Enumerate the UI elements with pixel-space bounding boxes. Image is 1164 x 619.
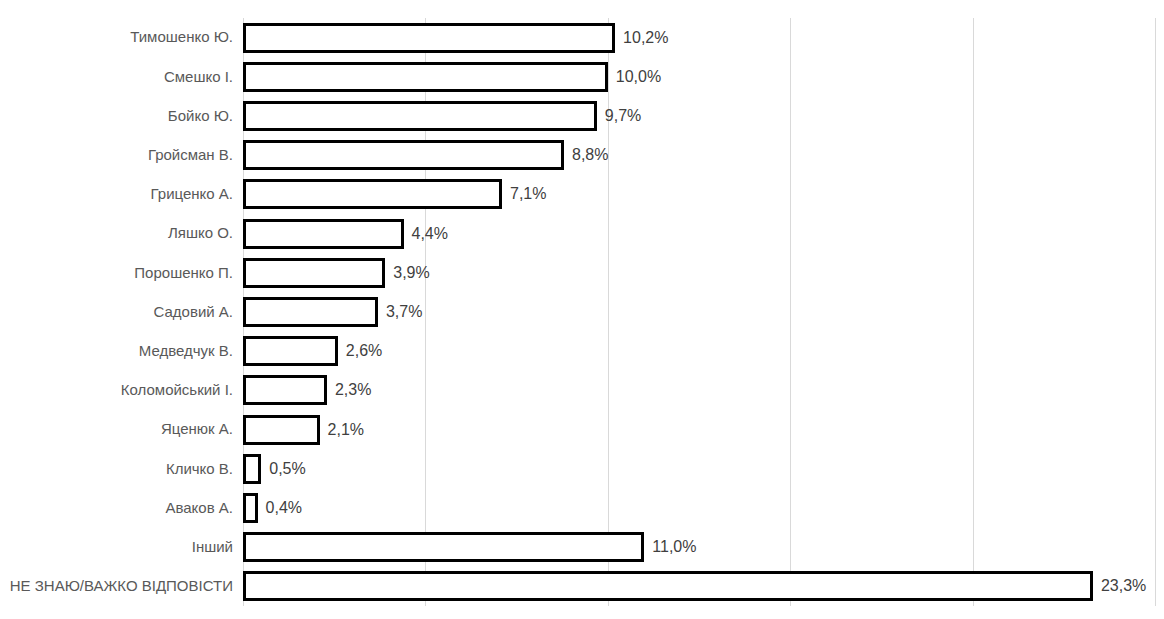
bar-row: Бойко Ю. 9,7% bbox=[0, 96, 1164, 135]
bar bbox=[243, 493, 258, 523]
category-label: Медведчук В. bbox=[0, 343, 243, 360]
bar-rows: Тимошенко Ю. 10,2% Смешко І. 10,0% Бойко Ю. 9… bbox=[0, 18, 1164, 606]
category-label: Ляшко О. bbox=[0, 225, 243, 242]
category-label: Гриценко А. bbox=[0, 186, 243, 203]
value-label: 10,0% bbox=[616, 68, 661, 86]
bar bbox=[243, 532, 644, 562]
value-label: 11,0% bbox=[652, 538, 696, 556]
bar bbox=[243, 140, 564, 170]
bar bbox=[243, 219, 404, 249]
bar-row: Ляшко О. 4,4% bbox=[0, 214, 1164, 253]
bar-row: Смешко І. 10,0% bbox=[0, 57, 1164, 96]
bar-row: Садовий А. 3,7% bbox=[0, 292, 1164, 331]
bar-row: Порошенко П. 3,9% bbox=[0, 253, 1164, 292]
bar-row: Яценюк А. 2,1% bbox=[0, 410, 1164, 449]
category-label: Коломойський І. bbox=[0, 382, 243, 399]
bar-chart: Тимошенко Ю. 10,2% Смешко І. 10,0% Бойко Ю. 9… bbox=[0, 0, 1164, 619]
bar-row: Гройсман В. 8,8% bbox=[0, 136, 1164, 175]
bar bbox=[243, 101, 597, 131]
bar-row: Тимошенко Ю. 10,2% bbox=[0, 18, 1164, 57]
value-label: 3,7% bbox=[386, 303, 422, 321]
bar-row: Медведчук В. 2,6% bbox=[0, 332, 1164, 371]
category-label: Кличко В. bbox=[0, 461, 243, 478]
bar bbox=[243, 23, 615, 53]
bar-row: Кличко В. 0,5% bbox=[0, 449, 1164, 488]
value-label: 4,4% bbox=[412, 225, 448, 243]
value-label: 0,4% bbox=[266, 499, 302, 517]
value-label: 2,1% bbox=[328, 421, 364, 439]
category-label: НЕ ЗНАЮ/ВАЖКО ВІДПОВІСТИ bbox=[0, 578, 243, 595]
bar-row: Гриценко А. 7,1% bbox=[0, 175, 1164, 214]
category-label: Садовий А. bbox=[0, 304, 243, 321]
bar bbox=[243, 454, 261, 484]
category-label: Тимошенко Ю. bbox=[0, 29, 243, 46]
value-label: 23,3% bbox=[1101, 577, 1146, 595]
value-label: 2,6% bbox=[346, 342, 382, 360]
bar-row: Коломойський І. 2,3% bbox=[0, 371, 1164, 410]
value-label: 3,9% bbox=[393, 264, 429, 282]
bar bbox=[243, 336, 338, 366]
bar bbox=[243, 415, 320, 445]
bar bbox=[243, 297, 378, 327]
category-label: Смешко І. bbox=[0, 69, 243, 86]
value-label: 0,5% bbox=[269, 460, 305, 478]
bar bbox=[243, 571, 1093, 601]
value-label: 8,8% bbox=[572, 146, 608, 164]
category-label: Аваков А. bbox=[0, 500, 243, 517]
bar bbox=[243, 62, 608, 92]
bar bbox=[243, 179, 502, 209]
bar-row: Аваков А. 0,4% bbox=[0, 488, 1164, 527]
category-label: Інший bbox=[0, 539, 243, 556]
category-label: Яценюк А. bbox=[0, 421, 243, 438]
bar-row: НЕ ЗНАЮ/ВАЖКО ВІДПОВІСТИ 23,3% bbox=[0, 567, 1164, 606]
bar bbox=[243, 375, 327, 405]
value-label: 9,7% bbox=[605, 107, 641, 125]
value-label: 2,3% bbox=[335, 381, 371, 399]
category-label: Бойко Ю. bbox=[0, 108, 243, 125]
bar bbox=[243, 258, 385, 288]
category-label: Гройсман В. bbox=[0, 147, 243, 164]
value-label: 7,1% bbox=[510, 185, 546, 203]
bar-row: Інший 11,0% bbox=[0, 528, 1164, 567]
value-label: 10,2% bbox=[623, 29, 668, 47]
category-label: Порошенко П. bbox=[0, 265, 243, 282]
